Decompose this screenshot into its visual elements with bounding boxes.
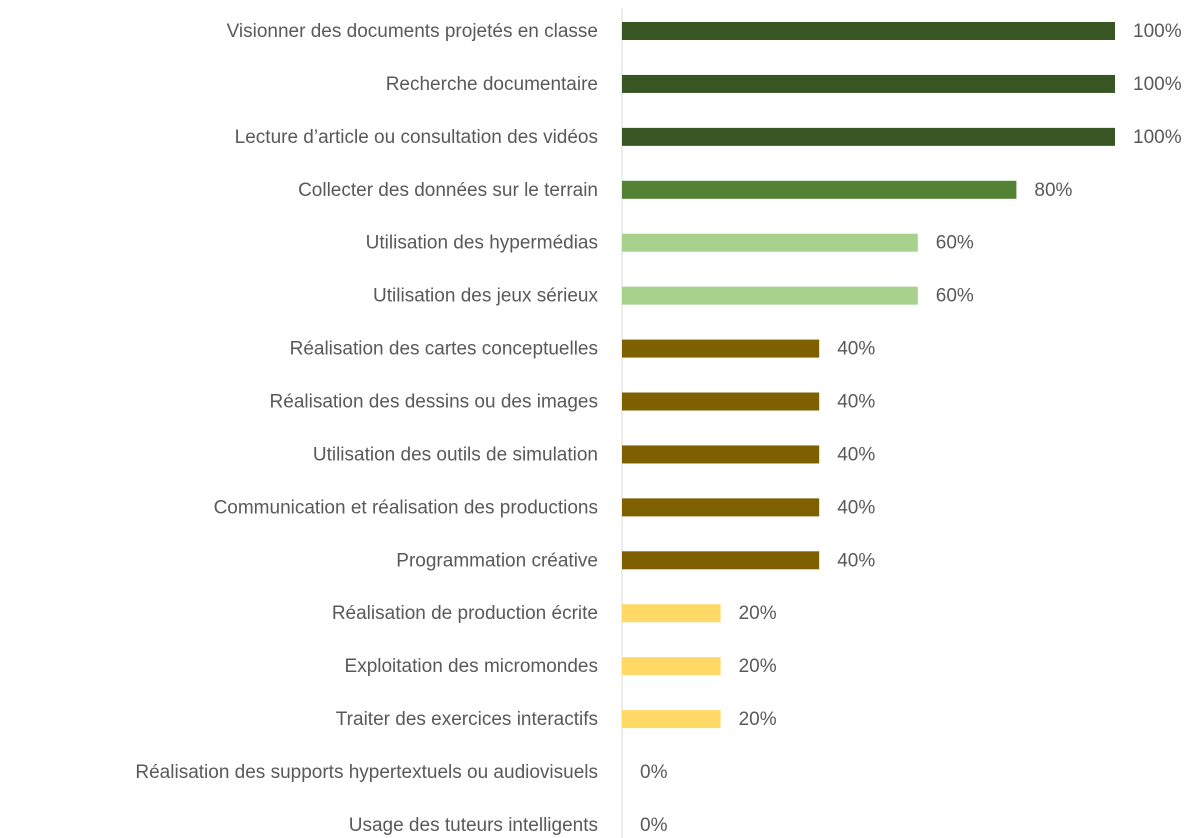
- value-label: 20%: [739, 603, 777, 624]
- bar: [622, 127, 1115, 146]
- bar: [622, 180, 1017, 199]
- bar: [622, 498, 820, 517]
- value-label: 0%: [640, 762, 668, 783]
- category-label: Utilisation des hypermédias: [366, 233, 598, 254]
- category-label: Collecter des données sur le terrain: [298, 180, 598, 201]
- category-label: Réalisation de production écrite: [332, 603, 598, 624]
- value-label: 100%: [1133, 21, 1182, 42]
- category-label: Visionner des documents projetés en clas…: [227, 21, 598, 42]
- category-label: Programmation créative: [396, 550, 598, 571]
- bar: [622, 22, 1115, 40]
- bar: [622, 710, 721, 729]
- value-label: 40%: [837, 392, 875, 413]
- category-label: Réalisation des dessins ou des images: [270, 392, 598, 413]
- value-label: 40%: [837, 444, 875, 465]
- category-label: Réalisation des cartes conceptuelles: [290, 339, 598, 360]
- value-label: 60%: [936, 286, 974, 307]
- bar: [622, 392, 820, 411]
- bar: [622, 604, 721, 623]
- value-label: 40%: [837, 550, 875, 571]
- bar: [622, 339, 820, 358]
- bar: [622, 74, 1115, 93]
- category-label: Exploitation des micromondes: [345, 656, 598, 677]
- bar: [622, 551, 820, 570]
- bar: [622, 445, 820, 464]
- category-label: Traiter des exercices interactifs: [336, 709, 598, 730]
- value-label: 40%: [837, 497, 875, 518]
- category-label: Réalisation des supports hypertextuels o…: [135, 762, 598, 783]
- value-label: 80%: [1034, 180, 1072, 201]
- bar: [622, 233, 918, 252]
- value-label: 100%: [1133, 74, 1182, 95]
- bar: [622, 286, 918, 305]
- category-label: Lecture d’article ou consultation des vi…: [235, 127, 598, 148]
- value-label: 60%: [936, 233, 974, 254]
- category-label: Communication et réalisation des product…: [214, 497, 598, 518]
- value-label: 100%: [1133, 127, 1182, 148]
- value-label: 40%: [837, 339, 875, 360]
- category-label: Utilisation des outils de simulation: [313, 444, 598, 465]
- category-label: Usage des tuteurs intelligents: [349, 815, 598, 836]
- value-label: 0%: [640, 815, 668, 836]
- bar: [622, 657, 721, 676]
- category-label: Recherche documentaire: [386, 74, 598, 95]
- category-label: Utilisation des jeux sérieux: [373, 286, 598, 307]
- value-label: 20%: [739, 709, 777, 730]
- value-label: 20%: [739, 656, 777, 677]
